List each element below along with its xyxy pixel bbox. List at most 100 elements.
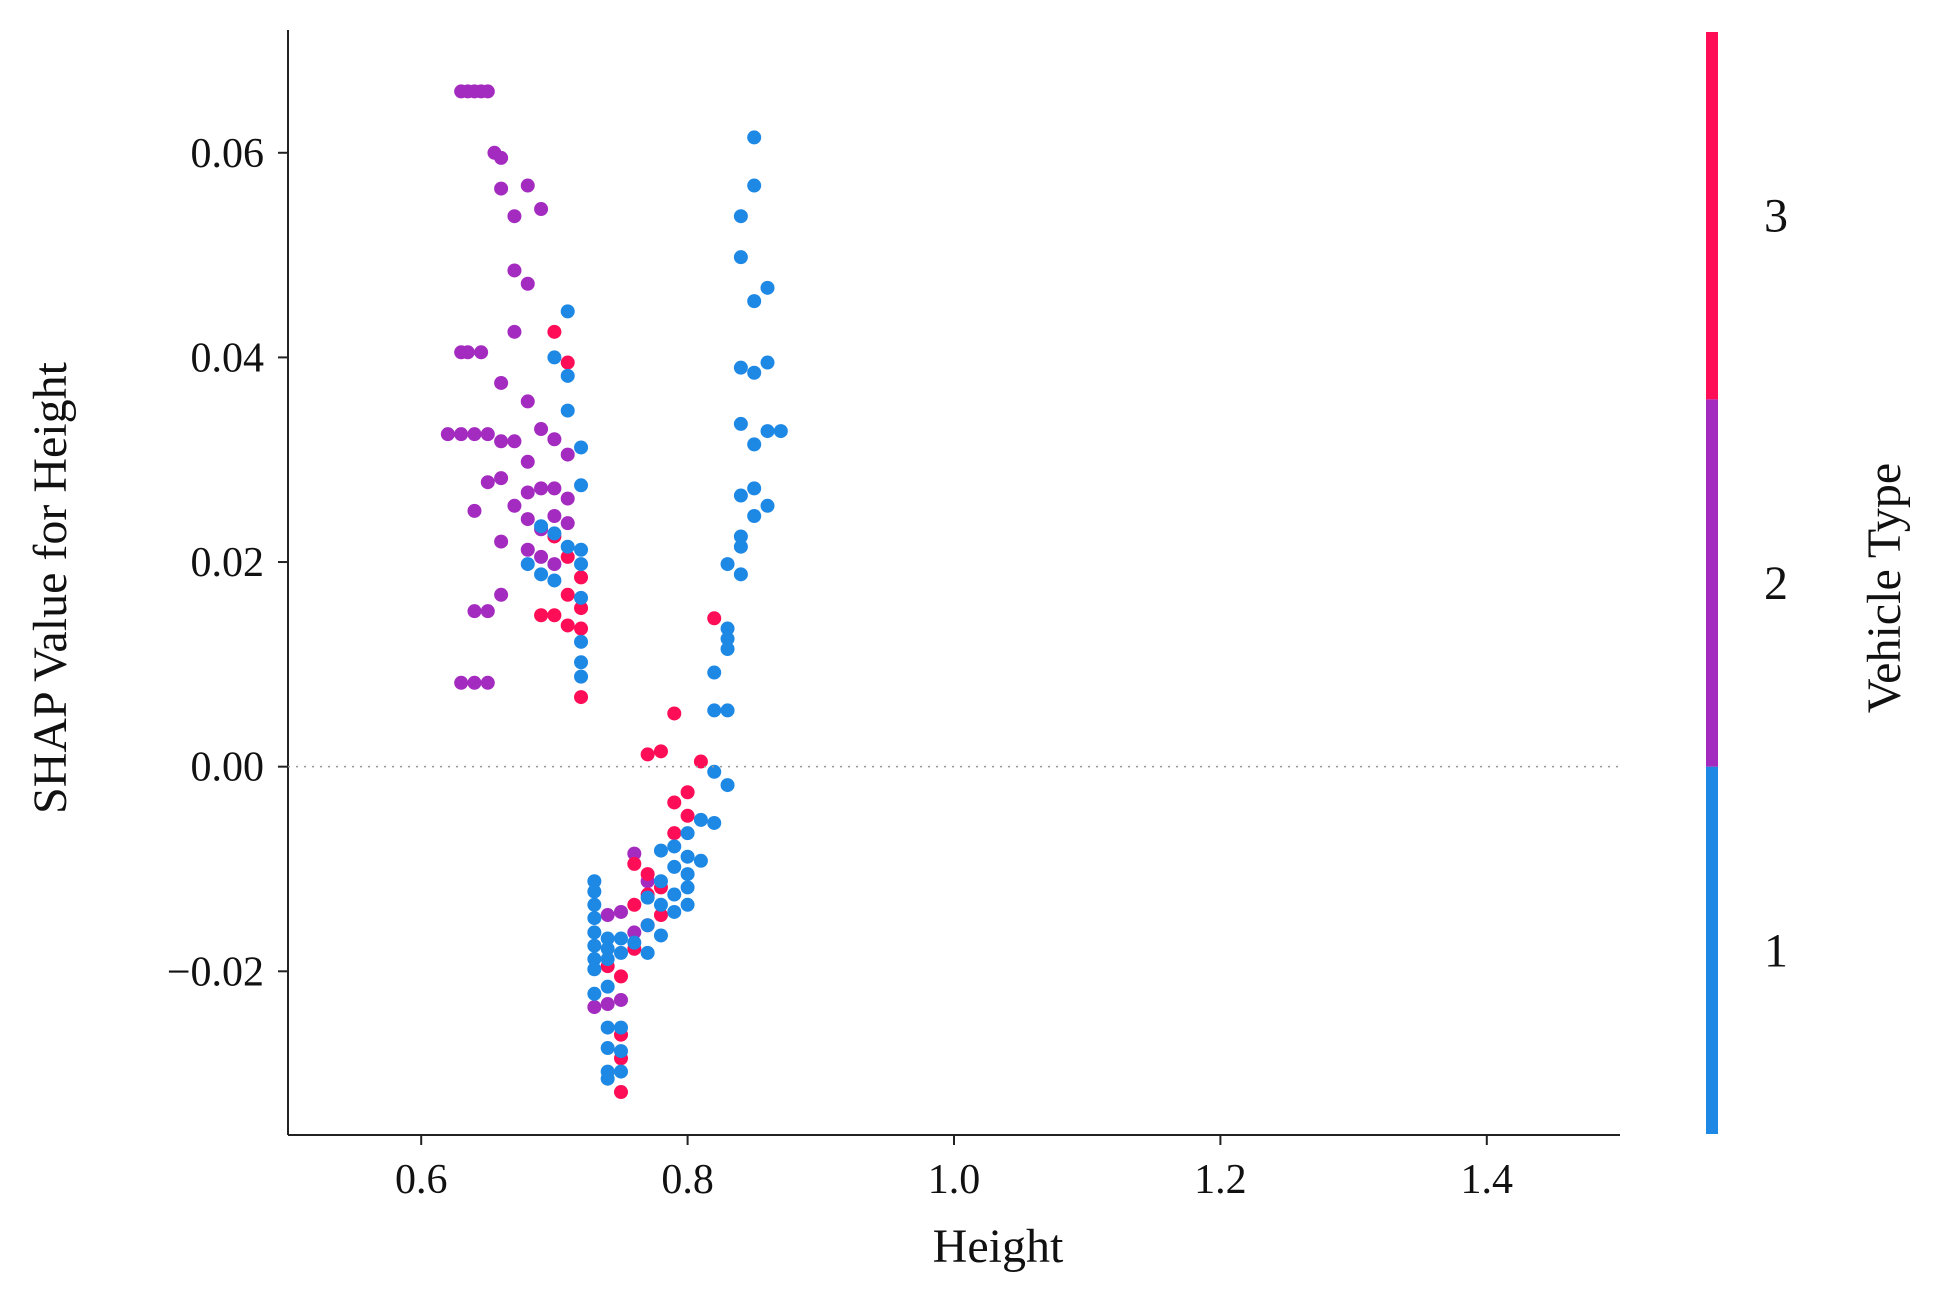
data-point	[480, 675, 495, 690]
data-point	[667, 859, 682, 874]
data-point	[574, 542, 589, 557]
data-point	[747, 130, 762, 145]
data-point	[574, 655, 589, 670]
data-point	[773, 424, 788, 439]
data-point	[614, 1020, 628, 1035]
data-point	[547, 557, 562, 572]
data-point	[600, 941, 615, 956]
data-point	[560, 549, 575, 564]
data-point	[454, 675, 469, 690]
x-tick-label: 1.4	[1461, 1157, 1514, 1203]
data-point	[667, 826, 682, 841]
data-point	[587, 925, 602, 940]
data-point	[520, 542, 535, 557]
y-tick-label: 0.02	[191, 540, 265, 586]
data-point	[733, 416, 748, 431]
data-point	[627, 846, 642, 861]
data-point	[614, 1085, 628, 1100]
data-point	[587, 884, 602, 899]
colorbar: 1 2 3	[1706, 32, 1788, 1134]
data-point	[720, 778, 735, 793]
data-point	[534, 202, 549, 217]
data-point	[534, 422, 549, 437]
data-point	[760, 424, 775, 439]
data-point	[707, 665, 722, 680]
data-point	[747, 294, 762, 309]
colorbar-segment	[1706, 32, 1718, 400]
data-point	[653, 874, 668, 889]
data-point	[720, 703, 735, 718]
data-point	[680, 826, 695, 841]
data-point	[614, 904, 628, 919]
data-point	[614, 1064, 628, 1079]
data-point	[507, 434, 522, 449]
data-point	[460, 345, 475, 360]
data-point	[627, 856, 642, 871]
data-point	[627, 925, 642, 940]
data-point	[574, 440, 589, 455]
data-point	[560, 447, 575, 462]
colorbar-title: Vehicle Type	[1858, 463, 1911, 713]
data-point	[480, 604, 495, 619]
data-point	[574, 478, 589, 493]
data-point	[693, 853, 708, 868]
data-point	[614, 969, 628, 984]
x-tick-label: 1.0	[928, 1157, 981, 1203]
data-point	[587, 952, 602, 967]
data-point	[614, 1044, 628, 1059]
data-point	[494, 150, 509, 165]
data-point	[720, 557, 735, 572]
data-point	[733, 250, 748, 265]
x-tick-label: 1.2	[1194, 1157, 1247, 1203]
colorbar-segment	[1706, 399, 1718, 767]
data-point	[707, 815, 722, 830]
x-tick-label: 0.6	[395, 1157, 448, 1203]
data-point	[747, 437, 762, 452]
data-point	[720, 642, 735, 657]
data-point	[667, 795, 682, 810]
scatter-points	[440, 84, 788, 1100]
data-point	[733, 488, 748, 503]
data-point	[507, 263, 522, 278]
data-point	[600, 1071, 615, 1086]
data-point	[547, 324, 562, 339]
data-point	[707, 611, 722, 626]
data-point	[560, 491, 575, 506]
data-point	[480, 427, 495, 442]
data-point	[747, 178, 762, 193]
data-point	[560, 539, 575, 554]
data-point	[534, 549, 549, 564]
data-point	[653, 843, 668, 858]
data-point	[494, 471, 509, 486]
data-point	[680, 808, 695, 823]
data-point	[494, 534, 509, 549]
data-point	[627, 897, 642, 912]
data-point	[547, 573, 562, 588]
axes	[287, 30, 1620, 1136]
data-point	[474, 345, 489, 360]
y-tick-label: 0.04	[191, 335, 265, 381]
data-point	[547, 481, 562, 496]
data-point	[667, 887, 682, 902]
data-point	[560, 516, 575, 531]
data-point	[507, 498, 522, 513]
data-point	[520, 485, 535, 500]
data-point	[680, 849, 695, 864]
data-point	[680, 785, 695, 800]
data-point	[547, 526, 562, 541]
x-axis-label: Height	[933, 1220, 1064, 1273]
data-point	[574, 590, 589, 605]
data-point	[520, 557, 535, 572]
data-point	[520, 276, 535, 291]
data-point	[653, 908, 668, 923]
data-point	[760, 280, 775, 295]
data-point	[707, 703, 722, 718]
colorbar-segment	[1706, 766, 1718, 1134]
data-point	[680, 880, 695, 895]
data-point	[600, 1041, 615, 1056]
data-point	[494, 587, 509, 602]
data-point	[534, 608, 549, 623]
data-point	[733, 529, 748, 544]
data-point	[653, 928, 668, 943]
